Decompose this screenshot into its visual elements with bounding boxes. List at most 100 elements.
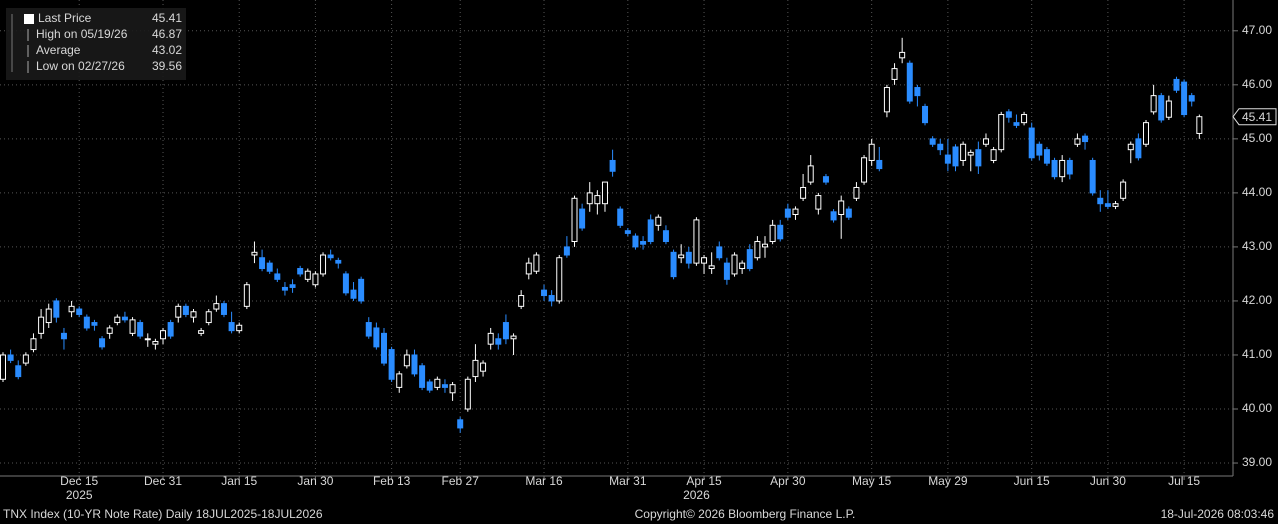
candle-body bbox=[716, 246, 723, 259]
candle-body bbox=[1051, 159, 1058, 178]
candle-body bbox=[1043, 149, 1050, 164]
candle-body bbox=[312, 273, 319, 286]
legend-label: High on 05/19/26 bbox=[36, 27, 128, 41]
last-price-label: 45.41 bbox=[1242, 110, 1272, 124]
x-tick-label: Mar 16 bbox=[525, 474, 563, 488]
candle-body bbox=[1165, 100, 1172, 118]
candle-body bbox=[784, 208, 791, 218]
x-tick-label: Apr 30 bbox=[770, 474, 806, 488]
candle-body bbox=[83, 316, 90, 329]
candle-body bbox=[167, 322, 174, 337]
candle-body bbox=[1173, 78, 1180, 91]
candle-body bbox=[274, 273, 281, 280]
candle-body bbox=[152, 340, 159, 345]
legend-label: Last Price bbox=[38, 11, 92, 25]
candle-body bbox=[944, 154, 951, 164]
candle-body bbox=[53, 300, 60, 318]
candle-body bbox=[297, 268, 304, 275]
candle-body bbox=[335, 259, 342, 264]
candle-body bbox=[838, 200, 845, 215]
candle-body bbox=[967, 151, 974, 156]
legend-label: Low on 02/27/26 bbox=[36, 59, 125, 73]
candle-body bbox=[441, 384, 448, 388]
candle-body bbox=[845, 208, 852, 218]
candle-body bbox=[777, 224, 784, 240]
legend-label: Average bbox=[36, 43, 81, 57]
candle-body bbox=[609, 159, 616, 172]
candle-body bbox=[373, 327, 380, 348]
x-tick-label: May 29 bbox=[928, 474, 968, 488]
candle-body bbox=[403, 354, 410, 367]
candle-body bbox=[160, 330, 167, 340]
candle-body bbox=[533, 254, 540, 272]
x-tick-label: Apr 15 bbox=[686, 474, 722, 488]
candle-body bbox=[662, 230, 669, 243]
candle-body bbox=[175, 305, 182, 318]
candle-body bbox=[822, 176, 829, 183]
candle-body bbox=[411, 354, 418, 375]
candles bbox=[0, 37, 1203, 433]
y-tick-label: 41.00 bbox=[1242, 347, 1272, 361]
candle-body bbox=[464, 378, 471, 410]
candle-body bbox=[891, 68, 898, 80]
candle-body bbox=[975, 149, 982, 167]
candle-body bbox=[205, 311, 212, 324]
candle-body bbox=[60, 332, 67, 340]
y-tick-label: 47.00 bbox=[1242, 23, 1272, 37]
candle-body bbox=[708, 265, 715, 270]
candle-body bbox=[754, 241, 761, 259]
candle-body bbox=[327, 254, 334, 259]
candle-body bbox=[190, 311, 197, 318]
candle-body bbox=[1112, 203, 1119, 207]
candle-body bbox=[1066, 159, 1073, 175]
candle-body bbox=[1135, 138, 1142, 159]
candle-body bbox=[396, 373, 403, 388]
legend-value: 39.56 bbox=[152, 59, 182, 73]
footer-center: Copyright© 2026 Bloomberg Finance L.P. bbox=[635, 507, 856, 521]
candle-body bbox=[1158, 95, 1165, 121]
candle-body bbox=[289, 284, 296, 288]
candle-body bbox=[830, 211, 837, 221]
y-tick-label: 43.00 bbox=[1242, 239, 1272, 253]
candle-body bbox=[449, 384, 456, 394]
candle-body bbox=[106, 327, 113, 334]
candle-body bbox=[746, 249, 753, 270]
candle-body bbox=[769, 224, 776, 243]
candle-body bbox=[990, 149, 997, 161]
x-tick-label: Jul 15 bbox=[1168, 474, 1200, 488]
x-tick-label: Jun 30 bbox=[1090, 474, 1126, 488]
candle-body bbox=[228, 322, 235, 332]
candle-body bbox=[579, 208, 586, 229]
candle-body bbox=[1082, 135, 1089, 143]
last-price-tag bbox=[1232, 108, 1277, 126]
candle-body bbox=[68, 305, 75, 313]
candle-body bbox=[723, 262, 730, 280]
candle-body bbox=[1036, 143, 1043, 156]
candle-body bbox=[129, 319, 136, 334]
candle-body bbox=[381, 332, 387, 364]
candle-body bbox=[647, 219, 654, 243]
candle-body bbox=[388, 349, 395, 380]
candle-body bbox=[632, 235, 639, 248]
candle-body bbox=[434, 378, 441, 388]
candle-body bbox=[640, 241, 647, 245]
x-tick-label: Feb 27 bbox=[442, 474, 480, 488]
candle-body bbox=[320, 254, 327, 275]
candle-body bbox=[762, 243, 768, 248]
candle-body bbox=[304, 270, 311, 280]
candle-body bbox=[1028, 127, 1035, 159]
candle-body bbox=[426, 381, 433, 391]
candle-body bbox=[586, 192, 593, 205]
x-tick-label: Jun 15 bbox=[1014, 474, 1050, 488]
y-tick-label: 46.00 bbox=[1242, 77, 1272, 91]
candle-body bbox=[76, 308, 83, 315]
candle-body bbox=[121, 316, 128, 321]
candle-body bbox=[91, 322, 98, 326]
candle-body bbox=[350, 289, 357, 299]
candle-body bbox=[144, 338, 151, 341]
candle-body bbox=[182, 305, 189, 315]
x-tick-label: Dec 31 bbox=[144, 474, 182, 488]
candle-body bbox=[601, 181, 608, 205]
